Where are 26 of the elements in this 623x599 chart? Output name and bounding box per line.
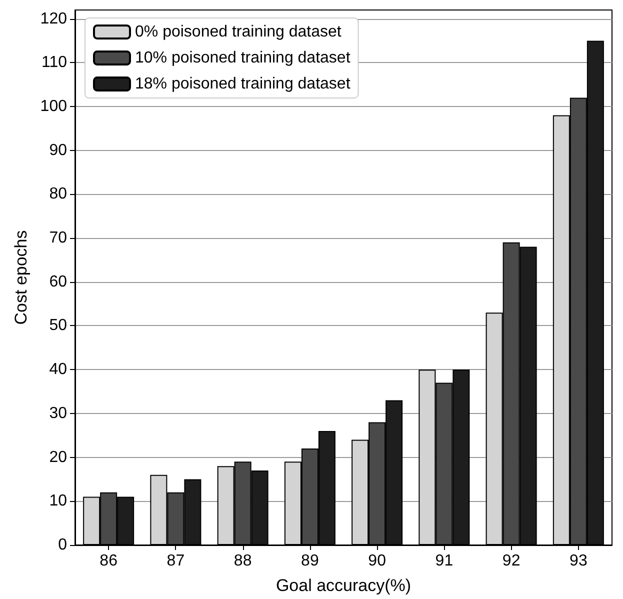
y-tick-label: 120	[40, 10, 68, 28]
x-tick-label: 92	[502, 552, 520, 570]
y-axis-title: Cost epochs	[11, 230, 30, 325]
y-tick-label: 80	[49, 186, 68, 203]
y-tick-label: 0	[58, 536, 68, 554]
y-tick-label: 50	[49, 317, 68, 334]
y-tick-label: 20	[49, 448, 68, 466]
x-tick-label: 87	[166, 552, 185, 570]
legend-label: 0% poisoned training dataset	[135, 24, 342, 40]
y-tick-label: 30	[49, 404, 68, 422]
x-tick-label: 91	[435, 552, 454, 570]
y-tick-label: 70	[49, 230, 68, 247]
y-tick-label: 90	[49, 142, 68, 159]
x-tick-label: 90	[368, 552, 386, 570]
y-tick-label: 60	[49, 273, 68, 290]
y-tick-label: 110	[41, 54, 68, 72]
y-tick-label: 100	[40, 98, 68, 115]
x-tick-label: 89	[301, 552, 319, 570]
y-tick-label: 40	[49, 361, 68, 378]
legend-label: 10% poisoned training dataset	[135, 50, 351, 66]
x-axis-title: Goal accuracy(%)	[276, 576, 412, 595]
legend-label: 18% poisoned training dataset	[135, 76, 351, 92]
x-tick-label: 88	[234, 552, 252, 570]
x-tick-label: 93	[570, 552, 588, 570]
y-tick-label: 10	[49, 492, 68, 510]
x-tick-label: 86	[100, 552, 118, 570]
